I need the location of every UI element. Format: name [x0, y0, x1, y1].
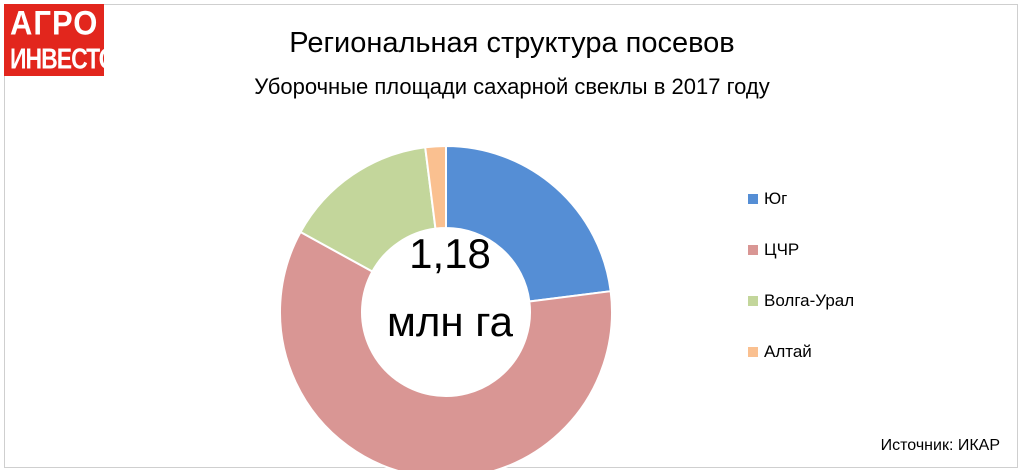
donut-slice-2	[279, 230, 613, 470]
source-note: Источник: ИКАР	[880, 437, 1000, 454]
center-total-value: 1,18	[409, 230, 491, 277]
legend-label: Юг	[764, 188, 788, 208]
legend-label: Алтай	[764, 341, 812, 361]
legend-item: ЦЧР	[748, 237, 854, 262]
donut-chart	[279, 144, 613, 470]
legend: Юг ЦЧР Волга-Урал Алтай	[748, 186, 854, 390]
center-total-unit: млн га	[387, 298, 513, 345]
legend-swatch	[748, 295, 758, 306]
legend-label: ЦЧР	[764, 239, 800, 259]
legend-item: Волга-Урал	[748, 288, 854, 313]
chart-title: Региональная структура посевов	[289, 27, 735, 59]
logo-line-1: АГРО	[10, 3, 99, 43]
donut-slice-4	[424, 144, 447, 230]
chart-subtitle: Уборочные площади сахарной свеклы в 2017…	[254, 74, 770, 99]
legend-swatch	[748, 244, 758, 255]
legend-item: Алтай	[748, 339, 854, 364]
legend-label: Волга-Урал	[764, 290, 855, 310]
donut-slice-1	[445, 144, 612, 303]
legend-item: Юг	[748, 186, 854, 211]
legend-swatch	[748, 193, 758, 204]
legend-swatch	[748, 346, 758, 357]
